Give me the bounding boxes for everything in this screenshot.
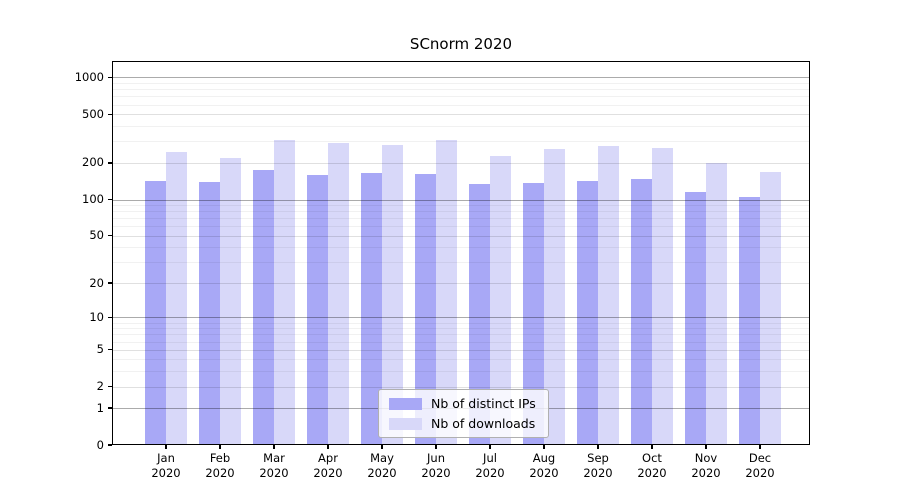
x-tick-label-jul-2020: Jul 2020 <box>475 451 505 480</box>
y-tick-label-5: 5 <box>96 342 104 357</box>
bar-nb-of-distinct-ips-may-2020 <box>361 173 382 445</box>
x-tick-label-feb-2020: Feb 2020 <box>205 451 235 480</box>
y-tick-mark-2 <box>108 385 112 388</box>
y-tick-label-2: 2 <box>96 379 104 394</box>
x-tick-label-may-2020: May 2020 <box>367 451 397 480</box>
bar-nb-of-downloads-apr-2020 <box>328 142 349 445</box>
x-tick-label-sep-2020: Sep 2020 <box>583 451 613 480</box>
y-tick-mark-200 <box>108 162 112 164</box>
y-tick-label-500: 500 <box>82 106 104 121</box>
y-tick-mark-5 <box>108 349 112 351</box>
bar-nb-of-downloads-aug-2020 <box>544 148 565 445</box>
y-tick-mark-1 <box>108 407 112 409</box>
bar-nb-of-downloads-dec-2020 <box>760 171 781 445</box>
bar-nb-of-distinct-ips-oct-2020 <box>631 179 652 445</box>
bar-nb-of-downloads-feb-2020 <box>220 158 241 445</box>
x-tick-label-aug-2020: Aug 2020 <box>529 451 559 480</box>
bar-nb-of-downloads-sep-2020 <box>598 145 619 445</box>
legend-row-1: Nb of distinct IPs <box>389 396 536 411</box>
bar-nb-of-distinct-ips-aug-2020 <box>523 182 544 445</box>
bar-nb-of-distinct-ips-jan-2020 <box>145 181 166 445</box>
x-tick-label-jun-2020: Jun 2020 <box>421 451 451 480</box>
legend-swatch-nb-of-distinct-ips <box>389 397 422 410</box>
legend-label-nb-of-downloads: Nb of downloads <box>431 416 536 431</box>
bar-nb-of-distinct-ips-dec-2020 <box>739 197 760 445</box>
x-tick-label-mar-2020: Mar 2020 <box>259 451 289 480</box>
bar-nb-of-downloads-may-2020 <box>382 145 403 445</box>
y-tick-label-20: 20 <box>89 275 104 290</box>
y-tick-label-10: 10 <box>89 309 104 324</box>
y-tick-label-0: 0 <box>96 437 104 452</box>
bar-nb-of-distinct-ips-nov-2020 <box>685 191 706 445</box>
bar-nb-of-distinct-ips-mar-2020 <box>253 169 274 445</box>
x-tick-label-oct-2020: Oct 2020 <box>637 451 667 480</box>
y-tick-mark-1000 <box>108 76 112 79</box>
bar-nb-of-distinct-ips-jul-2020 <box>469 184 490 445</box>
bar-nb-of-distinct-ips-apr-2020 <box>307 175 328 445</box>
x-tick-mark-7 <box>489 445 491 449</box>
bar-nb-of-downloads-oct-2020 <box>652 147 673 445</box>
x-tick-mark-3 <box>273 445 275 449</box>
x-tick-mark-10 <box>651 445 653 449</box>
x-tick-mark-11 <box>705 445 707 449</box>
x-tick-mark-1 <box>165 445 167 449</box>
y-tick-mark-10 <box>108 316 112 319</box>
y-tick-mark-20 <box>108 282 112 284</box>
y-tick-mark-50 <box>108 235 112 237</box>
y-tick-label-1000: 1000 <box>74 69 104 84</box>
bar-nb-of-distinct-ips-jun-2020 <box>415 173 436 445</box>
y-tick-label-100: 100 <box>82 192 104 206</box>
x-tick-mark-12 <box>759 445 761 449</box>
x-tick-label-apr-2020: Apr 2020 <box>313 451 343 480</box>
bar-nb-of-distinct-ips-feb-2020 <box>199 182 220 445</box>
legend: Nb of distinct IPs Nb of downloads <box>378 389 549 438</box>
y-tick-mark-0 <box>108 444 112 446</box>
y-tick-mark-100 <box>108 198 112 201</box>
x-tick-mark-9 <box>597 445 599 449</box>
bars-layer <box>112 61 810 445</box>
bar-nb-of-downloads-jul-2020 <box>490 155 511 445</box>
x-tick-mark-8 <box>543 445 545 449</box>
y-tick-label-200: 200 <box>82 155 104 170</box>
x-tick-mark-5 <box>381 445 383 449</box>
legend-row-2: Nb of downloads <box>389 416 536 431</box>
bar-nb-of-downloads-nov-2020 <box>706 162 727 445</box>
legend-label-nb-of-distinct-ips: Nb of distinct IPs <box>431 396 536 411</box>
legend-swatch-nb-of-downloads <box>389 417 422 430</box>
chart-title: SCnorm 2020 <box>409 35 513 53</box>
bar-nb-of-downloads-jun-2020 <box>436 139 457 445</box>
bar-nb-of-distinct-ips-sep-2020 <box>577 180 598 445</box>
bar-nb-of-downloads-mar-2020 <box>274 139 295 445</box>
x-tick-mark-6 <box>435 445 437 449</box>
y-tick-label-1: 1 <box>96 400 104 415</box>
x-tick-label-dec-2020: Dec 2020 <box>745 451 775 480</box>
x-tick-mark-2 <box>219 445 221 449</box>
x-tick-label-nov-2020: Nov 2020 <box>691 451 721 480</box>
y-tick-mark-500 <box>108 113 112 115</box>
x-tick-label-jan-2020: Jan 2020 <box>151 451 181 480</box>
y-tick-label-50: 50 <box>89 228 104 243</box>
bar-nb-of-downloads-jan-2020 <box>166 152 187 445</box>
x-tick-mark-4 <box>327 445 329 449</box>
